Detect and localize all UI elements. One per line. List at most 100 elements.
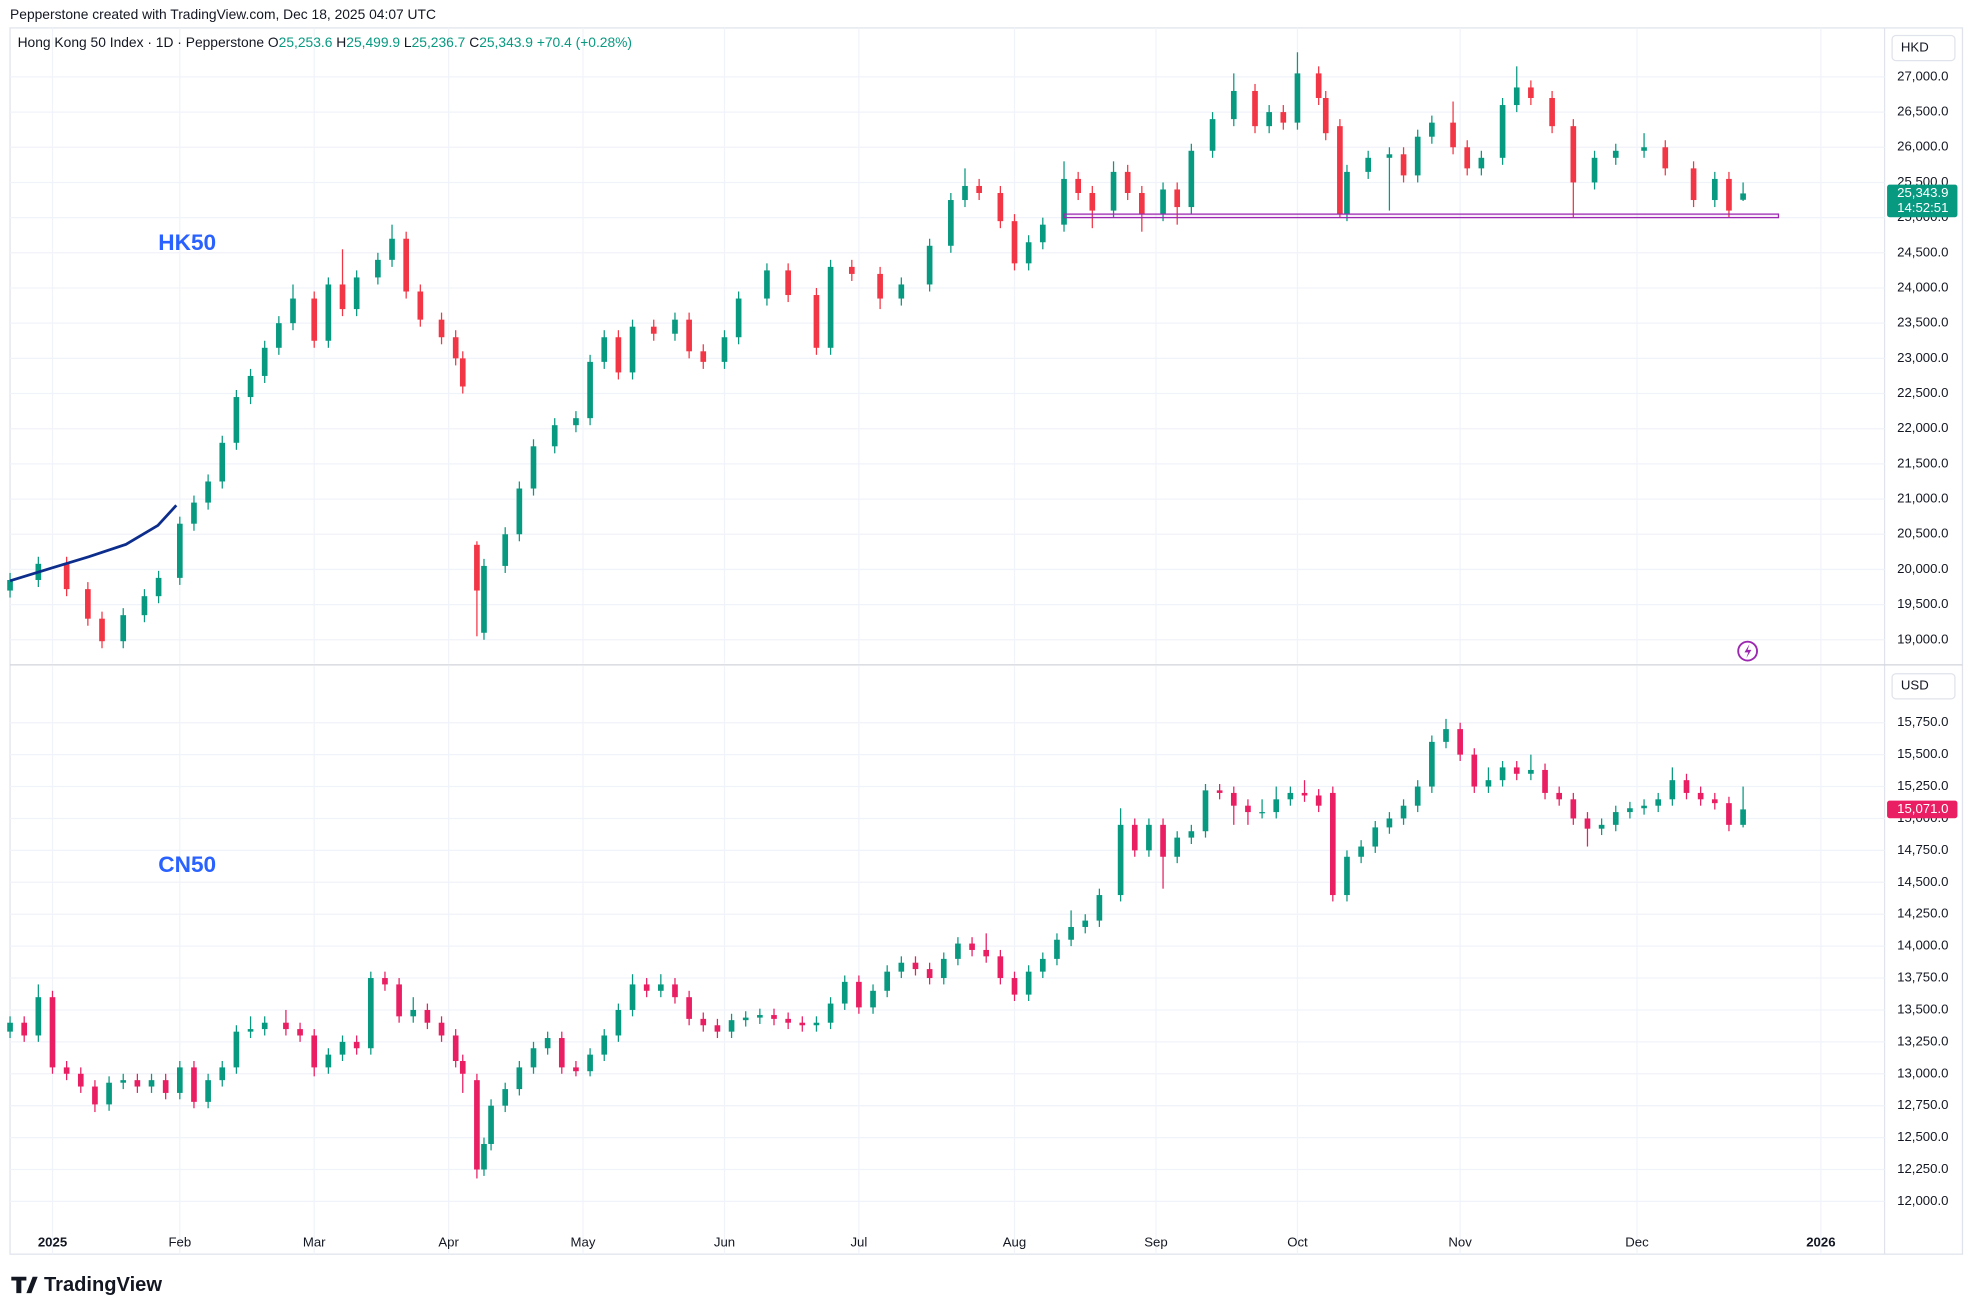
x-tick-label: Jul xyxy=(850,1234,867,1249)
candle-body xyxy=(502,1089,509,1106)
candle-body xyxy=(176,523,183,578)
candle-body xyxy=(424,1009,431,1023)
y-tick-label: 13,250.0 xyxy=(1897,1033,1948,1048)
candle-body xyxy=(969,943,975,950)
candle-body xyxy=(1740,193,1746,200)
y-tick-label: 20,500.0 xyxy=(1897,526,1948,541)
candle-body xyxy=(1344,171,1350,215)
y-tick-label: 20,000.0 xyxy=(1897,561,1948,576)
candle-body xyxy=(1612,812,1619,825)
candle-body xyxy=(1209,119,1216,151)
x-tick-label: Aug xyxy=(1003,1234,1026,1249)
candle-body xyxy=(1711,178,1718,201)
candle-body xyxy=(247,1029,254,1032)
candle-body xyxy=(1528,87,1534,99)
candle-body xyxy=(325,284,332,341)
candle-body xyxy=(191,1067,197,1102)
candle-body xyxy=(1075,178,1081,193)
pane-label: CN50 xyxy=(158,852,216,877)
candle-body xyxy=(85,589,91,619)
candle-body xyxy=(1726,803,1732,825)
y-tick-label: 14,500.0 xyxy=(1897,874,1948,889)
last-price-box xyxy=(1887,184,1958,218)
candle-body xyxy=(948,200,954,246)
candle-body xyxy=(827,1003,834,1023)
logo: TradingView xyxy=(11,1274,162,1296)
candle-body xyxy=(1662,147,1669,169)
candle-body xyxy=(1188,831,1195,838)
candle-body xyxy=(601,337,608,362)
candle-body xyxy=(1513,767,1520,774)
y-tick-label: 23,500.0 xyxy=(1897,315,1948,330)
candle-body xyxy=(290,298,296,324)
candle-body xyxy=(1414,786,1421,806)
logo-text: TradingView xyxy=(44,1274,162,1296)
candle-body xyxy=(629,326,636,373)
candle-body xyxy=(1054,939,1060,959)
candle-body xyxy=(1329,792,1336,896)
candle-body xyxy=(1082,920,1089,927)
currency: USD xyxy=(1901,678,1929,693)
candle-body xyxy=(841,981,848,1004)
candle-body xyxy=(1570,126,1577,183)
y-tick-label: 14,750.0 xyxy=(1897,842,1948,857)
candle-body xyxy=(742,1017,749,1021)
candle-body xyxy=(714,1025,721,1032)
y-tick-label: 15,500.0 xyxy=(1897,746,1948,761)
candle-body xyxy=(1174,189,1181,208)
y-tick-label: 14,250.0 xyxy=(1897,906,1948,921)
candle-body xyxy=(601,1035,608,1055)
candle-body xyxy=(474,544,480,591)
candle-body xyxy=(1372,827,1379,847)
candle-body xyxy=(1301,792,1308,796)
plot xyxy=(7,52,1780,1179)
candle-body xyxy=(276,323,282,348)
candle-body xyxy=(1266,112,1272,127)
candle-body xyxy=(1683,780,1690,793)
candle-body xyxy=(912,962,919,970)
y-tick-label: 22,500.0 xyxy=(1897,385,1948,400)
candle-body xyxy=(63,1067,70,1074)
candle-body xyxy=(1726,178,1732,211)
y-tick-label: 13,500.0 xyxy=(1897,1001,1948,1016)
y-tick-label: 12,000.0 xyxy=(1897,1193,1948,1208)
candle-body xyxy=(700,1018,707,1026)
x-tick-label: Feb xyxy=(168,1234,191,1249)
candle-body xyxy=(1591,157,1598,183)
candle-body xyxy=(721,337,728,362)
candle-body xyxy=(516,1067,523,1090)
candle-body xyxy=(1245,805,1251,813)
candle-body xyxy=(1068,926,1074,940)
y-tick-label: 27,000.0 xyxy=(1897,68,1948,83)
candle-body xyxy=(1096,895,1103,921)
candle-body xyxy=(1322,98,1329,134)
candle-body xyxy=(63,563,70,590)
candle-body xyxy=(1450,122,1456,148)
candle-body xyxy=(884,971,891,991)
candle-body xyxy=(389,238,395,260)
candle-body xyxy=(1386,818,1393,828)
candle-body xyxy=(643,984,650,991)
candle-body xyxy=(1146,824,1152,851)
candle-body xyxy=(1542,769,1548,793)
candle-body xyxy=(530,446,537,489)
candle-body xyxy=(488,1105,494,1144)
candle-body xyxy=(92,1086,98,1105)
candle-body xyxy=(1039,958,1046,972)
candle-body xyxy=(141,596,148,616)
change: +70.4 (+0.28%) xyxy=(537,34,632,50)
candle-body xyxy=(1513,87,1520,106)
candle-body xyxy=(870,990,876,1008)
candle-body xyxy=(1570,799,1577,819)
frame xyxy=(9,27,1964,1255)
candle-body xyxy=(481,1143,487,1170)
candle-body xyxy=(1400,154,1407,176)
candle-body xyxy=(1287,792,1294,800)
candle-body xyxy=(134,1080,141,1087)
grid xyxy=(10,27,1885,1255)
candle-body xyxy=(1358,846,1364,857)
candle-body xyxy=(35,997,42,1036)
candle-body xyxy=(657,984,664,991)
candle-body xyxy=(1365,157,1372,172)
